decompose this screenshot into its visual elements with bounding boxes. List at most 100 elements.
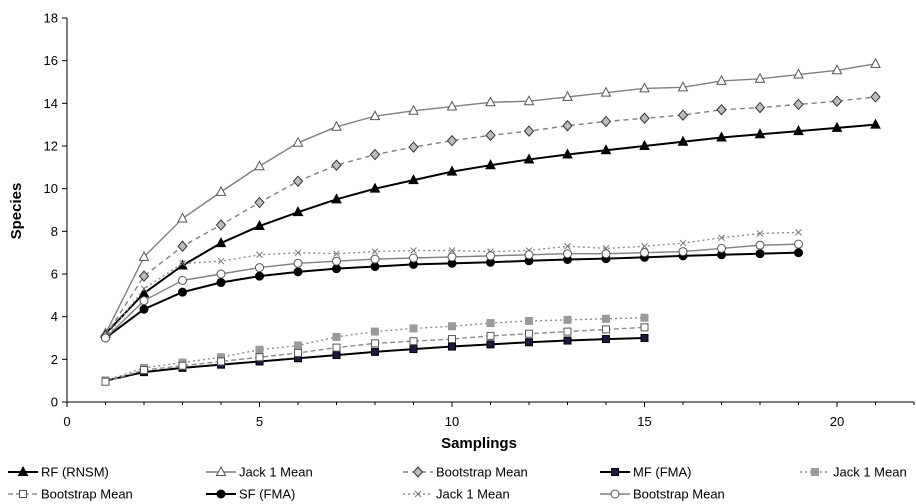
data-point [101, 377, 110, 386]
data-point [293, 267, 303, 277]
legend-marker [216, 489, 226, 499]
data-point [486, 331, 495, 340]
data-point [332, 343, 341, 352]
legend-label: Jack 1 Mean [239, 465, 313, 480]
data-point [677, 135, 689, 146]
legend-item: Bootstrap Mean [600, 487, 725, 502]
data-point [410, 247, 417, 254]
data-point [215, 219, 227, 231]
data-point [563, 315, 572, 324]
legend-marker [17, 465, 29, 476]
data-point [178, 287, 187, 297]
data-point [332, 351, 341, 360]
series-1 [100, 118, 881, 338]
data-point [446, 165, 458, 176]
data-point [716, 131, 727, 142]
data-point [138, 250, 150, 261]
data-point [485, 159, 496, 170]
legend-item: MF (FMA) [600, 465, 691, 480]
data-point [409, 253, 418, 263]
data-point [448, 342, 456, 351]
y-tick-label: 4 [51, 309, 58, 324]
data-point [332, 332, 341, 341]
data-point [562, 148, 573, 159]
legend-label: Bootstrap Mean [633, 487, 725, 502]
legend-item: Bootstrap Mean [8, 487, 133, 502]
data-point [409, 337, 418, 346]
data-point [447, 252, 457, 262]
data-point [831, 64, 843, 75]
data-point [831, 95, 843, 107]
data-point [639, 82, 650, 93]
data-point [215, 185, 227, 196]
data-point [139, 304, 149, 314]
data-point [523, 125, 535, 137]
data-point [794, 239, 803, 249]
data-point [408, 174, 419, 185]
legend-marker [215, 465, 227, 476]
data-point [294, 341, 302, 350]
data-point [523, 95, 535, 106]
data-point [601, 249, 611, 259]
data-point [332, 264, 341, 274]
data-point [369, 110, 381, 121]
data-point [177, 240, 188, 253]
data-point [331, 193, 342, 204]
data-point [795, 229, 802, 236]
data-point [756, 230, 764, 237]
series-layer [100, 57, 881, 386]
data-point [217, 357, 225, 366]
x-tick-label: 10 [445, 414, 459, 429]
data-point [331, 120, 342, 131]
data-point [332, 256, 341, 266]
y-tick-label: 10 [44, 181, 58, 196]
legend-label: RF (RNSM) [41, 465, 109, 480]
data-point [101, 333, 110, 343]
data-point [524, 250, 534, 260]
data-point [563, 327, 572, 336]
data-point [255, 345, 264, 354]
data-point [255, 353, 264, 362]
data-point [600, 115, 612, 128]
data-point [254, 160, 265, 171]
data-point [408, 104, 419, 115]
data-point [640, 323, 649, 332]
data-point [831, 121, 843, 132]
data-point [602, 335, 610, 344]
data-point [254, 219, 265, 230]
data-point [793, 68, 804, 79]
legend-item: SF (FMA) [206, 487, 295, 502]
data-point [564, 242, 571, 250]
data-point [255, 271, 264, 281]
legend-label: Jack 1 Mean [436, 487, 510, 502]
data-point [333, 250, 340, 258]
data-point [600, 86, 612, 97]
data-point [294, 249, 302, 257]
data-point [369, 148, 381, 161]
data-point [870, 91, 881, 103]
data-point [718, 234, 725, 242]
series-2 [100, 57, 881, 338]
data-point [716, 103, 727, 116]
data-point [640, 334, 649, 342]
x-tick-label: 5 [256, 414, 263, 429]
data-point [140, 366, 148, 374]
data-point [371, 339, 379, 348]
data-point [448, 322, 456, 331]
data-point [523, 153, 535, 164]
data-point [255, 263, 264, 273]
data-point [754, 128, 766, 139]
data-point [331, 159, 342, 171]
data-point [254, 196, 265, 209]
data-point [716, 74, 727, 85]
legend-marker [19, 490, 27, 498]
y-tick-label: 2 [51, 352, 58, 367]
data-point [178, 275, 187, 285]
legend-label: Jack 1 Mean [833, 465, 907, 480]
x-tick-label: 15 [637, 414, 651, 429]
y-tick-label: 8 [51, 224, 58, 239]
legend-item: Jack 1 Mean [800, 465, 907, 480]
data-point [446, 134, 458, 147]
data-point [641, 242, 648, 250]
data-point [794, 248, 803, 258]
